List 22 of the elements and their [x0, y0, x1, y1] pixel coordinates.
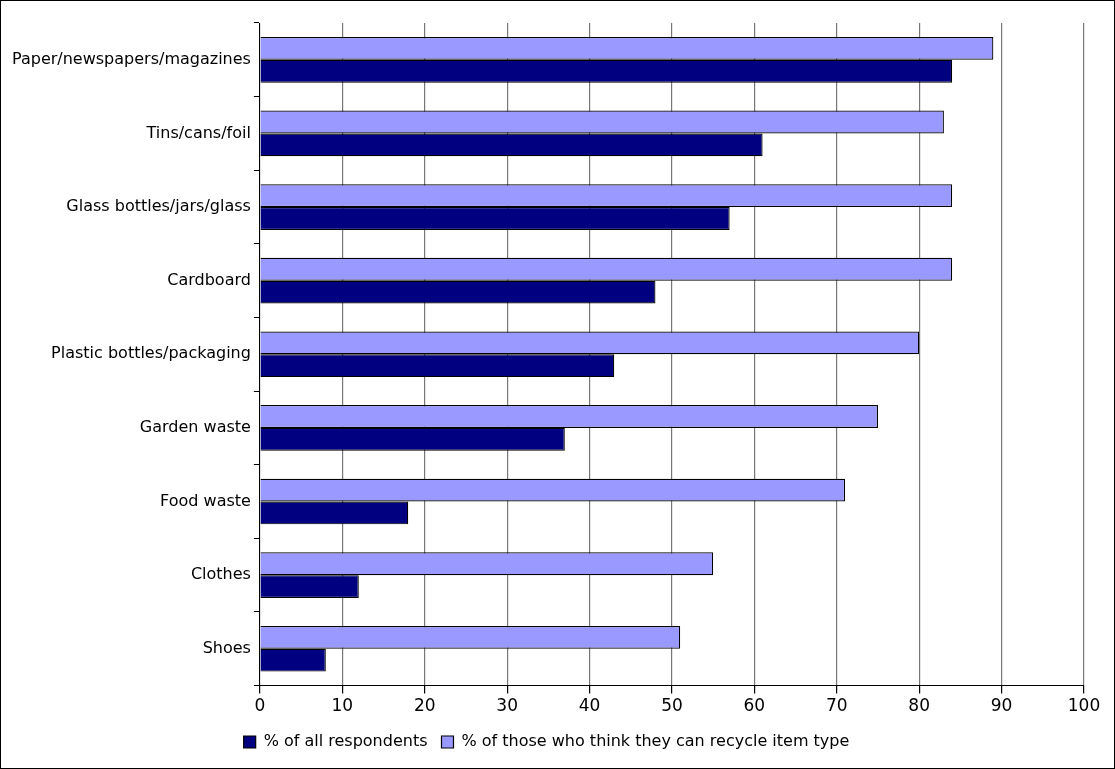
y-tick-label: Clothes [190, 564, 251, 584]
y-tick-label: Paper/newspapers/magazines [12, 48, 251, 68]
legend-label: % of those who think they can recycle item type [461, 731, 850, 751]
y-tick-label: Garden waste [139, 417, 251, 437]
x-tick-label: 40 [578, 695, 601, 716]
y-tick-label: Plastic bottles/packaging [51, 343, 251, 363]
y-tick-label: Shoes [202, 637, 251, 657]
x-tick-label: 20 [413, 695, 436, 716]
y-tick-label: Cardboard [167, 269, 251, 289]
x-tick-label: 90 [990, 695, 1013, 716]
y-tick-label: Food waste [160, 490, 251, 510]
x-tick-label: 70 [825, 695, 848, 716]
x-tick-label: 80 [908, 695, 930, 716]
x-tick-label: 60 [743, 695, 766, 716]
legend-label: % of all respondents [263, 731, 428, 751]
x-tick-label: 30 [496, 695, 518, 716]
x-tick-label: 50 [661, 695, 683, 716]
y-tick-label: Glass bottles/jars/glass [66, 196, 251, 216]
x-tick-label: 0 [254, 695, 266, 716]
y-tick-label: Tins/cans/foil [145, 122, 251, 142]
x-tick-label: 10 [331, 695, 354, 716]
x-tick-label: 100 [1067, 695, 1101, 716]
